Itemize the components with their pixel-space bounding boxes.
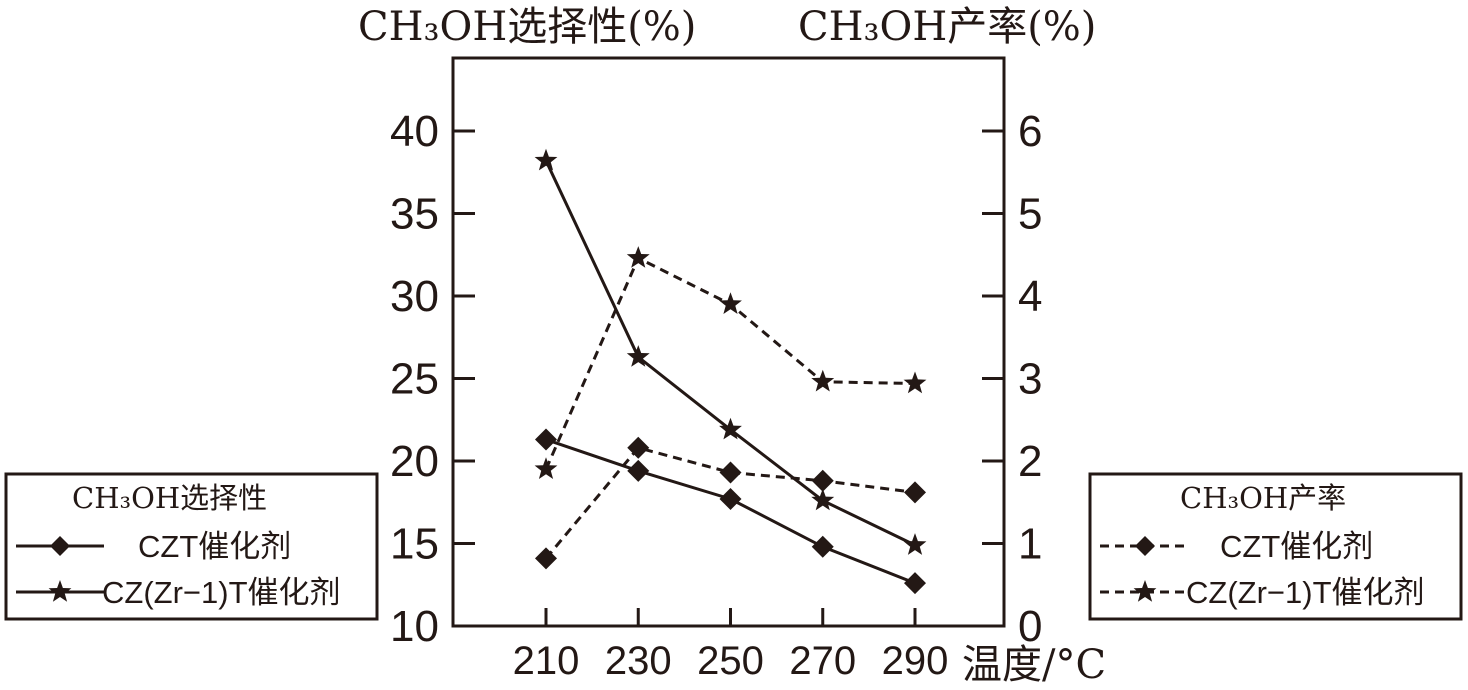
x-tick-label: 210 [513,639,580,683]
plot-frame [451,56,1006,628]
legend-left-label-czt: CZT催化剂 [138,529,291,564]
series-3-point [626,246,650,268]
series-3-point [811,369,835,392]
legend-right-title: CH₃OH产率 [1180,481,1346,515]
legend-right-label-czzrt: CZ(Zr−1)T催化剂 [1186,575,1425,610]
y-right-tick-label: 2 [1018,437,1042,486]
x-tick-label: 250 [697,639,764,683]
x-tick-label: 270 [789,639,856,683]
series-3-point [534,457,558,479]
left-axis-title: CH₃OH选择性(%) [358,4,696,50]
series-1-point [626,345,650,367]
series-2-point [904,481,926,504]
axes-layer: 10 15 20 25 30 35 40 0 1 2 3 4 5 6 210 230 250 270 290 [390,107,1042,683]
series-0-point [719,487,742,510]
y-right-tick-label: 6 [1018,107,1042,156]
series-3-point [719,292,742,314]
series-2-point [811,469,834,492]
series-2-point [719,461,742,484]
series-2-point [535,547,557,570]
series-line-1 [544,160,916,547]
series-1-point [811,488,835,511]
x-tick-label: 290 [882,639,949,683]
legend-left-label-czzrt: CZ(Zr−1)T催化剂 [102,575,341,610]
series-1-point [719,417,742,440]
y-right-tick-label: 5 [1018,190,1042,239]
series-layer [534,148,927,595]
series-line-3 [544,256,916,470]
y-left-tick-label: 15 [390,520,439,569]
y-right-tick-label: 3 [1018,355,1042,404]
legend-right-marker-czt [1135,536,1155,556]
y-right-tick-label: 4 [1018,272,1042,321]
legend-right-label-czt: CZT催化剂 [1220,529,1373,564]
right-axis-title: CH₃OH产率(%) [798,4,1096,50]
series-3-point [903,371,927,394]
y-right-tick-label: 0 [1018,602,1042,651]
series-1-point [534,148,558,171]
series-1-point [903,533,927,555]
series-2-point [627,436,650,459]
series-0-point [811,535,834,558]
legend-left: CH₃OH选择性 CZT催化剂 CZ(Zr−1)T催化剂 [4,472,379,621]
legend-left-marker-czt [50,536,70,556]
series-0-point [627,459,650,482]
series-line-0 [545,438,916,585]
legend-left-title: CH₃OH选择性 [72,481,267,515]
y-left-tick-label: 35 [390,190,439,239]
y-left-tick-label: 40 [390,107,439,156]
series-0-point [535,428,557,451]
series-0-point [904,572,926,595]
series-line-2 [544,446,916,560]
y-left-tick-label: 10 [390,602,439,651]
y-left-tick-label: 30 [390,272,439,321]
legend-left-marker-czzrt [48,580,72,602]
legend-right: CH₃OH产率 CZT催化剂 CZ(Zr−1)T催化剂 [1088,472,1463,621]
legend-right-marker-czzrt [1133,580,1157,602]
y-right-tick-label: 1 [1018,520,1042,569]
x-tick-label: 230 [605,639,672,683]
x-axis-unit: 温度/°C [962,642,1106,688]
y-left-tick-label: 25 [390,355,439,404]
y-left-tick-label: 20 [390,437,439,486]
